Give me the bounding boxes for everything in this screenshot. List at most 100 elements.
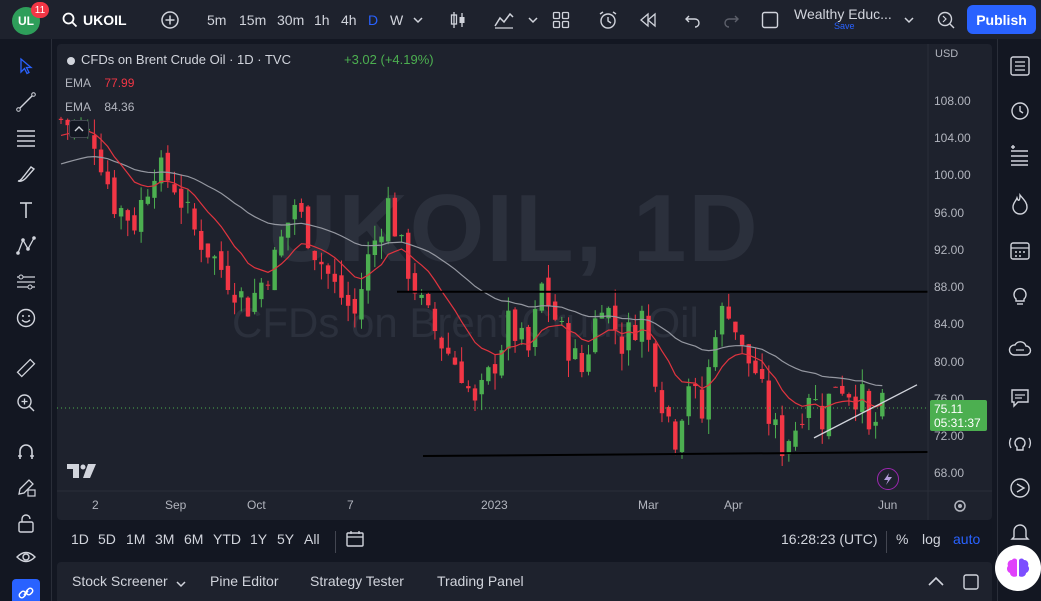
trend-line-tool[interactable] [12, 88, 40, 116]
utc-clock[interactable]: 16:28:23 (UTC) [781, 531, 878, 547]
percent-toggle[interactable]: % [896, 531, 909, 547]
hotlists-button[interactable] [1006, 190, 1034, 218]
log-toggle[interactable]: log [922, 531, 941, 547]
maximize-panel-button[interactable] [962, 573, 980, 596]
flame-icon [1012, 193, 1028, 215]
broadcast-bulb-icon [1009, 437, 1031, 451]
interval-1h[interactable]: 1h [314, 11, 330, 28]
plus-circle-icon [161, 10, 179, 29]
range-1y[interactable]: 1Y [250, 531, 268, 547]
toolbar-separator [335, 531, 336, 553]
trendline-rising[interactable] [813, 384, 918, 439]
range-all[interactable]: All [304, 531, 320, 547]
compare-button[interactable] [160, 0, 180, 39]
data-window-button[interactable] [1006, 142, 1034, 170]
range-1m[interactable]: 1M [126, 531, 146, 547]
text-tool[interactable] [12, 196, 40, 224]
redo-button[interactable] [722, 0, 740, 39]
range-5y[interactable]: 5Y [277, 531, 295, 547]
alert-button[interactable] [598, 0, 618, 39]
measure-tool[interactable] [12, 354, 40, 382]
undo-button[interactable] [684, 0, 702, 39]
interval-w[interactable]: W [390, 11, 404, 28]
candle [245, 296, 251, 317]
watchlist-button[interactable] [1006, 52, 1034, 80]
calendar-button[interactable] [1006, 236, 1034, 264]
interval-30m[interactable]: 30m [277, 11, 305, 28]
symbol-search[interactable]: UKOIL [62, 0, 127, 39]
prediction-tool[interactable] [12, 268, 40, 296]
replay-button[interactable] [638, 0, 658, 39]
chart-settings-button[interactable] [951, 497, 969, 515]
signals-button[interactable] [1006, 430, 1034, 458]
goto-date-button[interactable] [345, 529, 365, 552]
quick-search-button[interactable] [936, 0, 956, 39]
cursor-tool[interactable] [12, 52, 40, 80]
interval-5m[interactable]: 5m [207, 11, 227, 28]
lock-drawings-tool[interactable] [12, 509, 40, 537]
select-layout-checkbox[interactable] [761, 0, 779, 39]
remove-drawings-tool[interactable] [12, 579, 40, 601]
collapse-legend-button[interactable] [69, 120, 89, 138]
ideas-button[interactable] [1006, 282, 1034, 310]
tab-strategy-tester[interactable]: Strategy Tester [310, 573, 404, 589]
interval-4h[interactable]: 4h [341, 11, 357, 28]
indicators-button[interactable] [493, 0, 515, 39]
help-assistant-button[interactable] [995, 545, 1041, 591]
range-3m[interactable]: 3M [155, 531, 175, 547]
tab-stock-screener[interactable]: Stock Screener [72, 573, 168, 589]
expand-panel-button[interactable] [927, 574, 945, 592]
hide-drawings-tool[interactable] [12, 543, 40, 571]
candle [499, 344, 504, 379]
candle [145, 189, 151, 206]
flash-indicator[interactable] [877, 468, 899, 490]
symbol-name: UKOIL [83, 11, 127, 28]
zoom-tool[interactable] [12, 389, 40, 417]
chats-button[interactable] [1006, 384, 1034, 412]
legend-title[interactable]: CFDs on Brent Crude Oil · 1D · TVC [67, 52, 291, 67]
trendline-support[interactable] [422, 451, 929, 457]
range-ytd[interactable]: YTD [213, 531, 241, 547]
replay-panel-button[interactable] [1006, 474, 1034, 502]
tab-trading-panel[interactable]: Trading Panel [437, 573, 524, 589]
candle [552, 294, 558, 322]
range-6m[interactable]: 6M [184, 531, 204, 547]
gear-icon [954, 500, 966, 512]
interval-d[interactable]: D [368, 11, 379, 28]
icons-tool[interactable] [12, 304, 40, 332]
alerts-button[interactable] [1006, 96, 1034, 124]
zoom-in-icon [17, 394, 35, 412]
publish-button[interactable]: Publish [967, 5, 1036, 34]
tab-pine-editor[interactable]: Pine Editor [210, 573, 279, 589]
interval-15m[interactable]: 15m [239, 11, 267, 28]
notifications-button[interactable] [1006, 518, 1034, 546]
range-1d[interactable]: 1D [71, 531, 89, 547]
currency-label[interactable]: USD [935, 48, 959, 60]
drawing-mode-tool[interactable] [12, 473, 40, 501]
auto-toggle[interactable]: auto [953, 531, 981, 547]
ema-slow-legend[interactable]: EMA 84.36 [65, 100, 134, 114]
candle [345, 281, 351, 322]
candle [846, 392, 852, 406]
candle [619, 322, 625, 371]
streams-button[interactable] [1006, 336, 1034, 364]
indicators-dropdown[interactable] [528, 0, 538, 39]
brush-tool[interactable] [12, 160, 40, 188]
price-chart[interactable] [57, 44, 992, 520]
fib-tool[interactable] [12, 124, 40, 152]
layout-save-label[interactable]: Save [834, 21, 855, 31]
pattern-tool[interactable] [12, 232, 40, 260]
ema-fast-legend[interactable]: EMA 77.99 [65, 76, 134, 90]
layout-dropdown[interactable] [904, 0, 914, 39]
magnet-tool[interactable] [12, 438, 40, 466]
interval-dropdown[interactable] [413, 0, 423, 39]
candle [292, 199, 297, 235]
layout-name[interactable]: Wealthy Educ... [794, 6, 892, 22]
chart-pane[interactable]: UKOIL, 1D CFDs on Brent Crude Oil CFDs o… [57, 44, 992, 520]
lock-icon [18, 514, 34, 533]
candle [713, 330, 718, 371]
chart-type-button[interactable] [448, 0, 468, 39]
stock-screener-dropdown[interactable] [176, 576, 186, 594]
range-5d[interactable]: 5D [98, 531, 116, 547]
layout-grid-button[interactable] [552, 0, 570, 39]
